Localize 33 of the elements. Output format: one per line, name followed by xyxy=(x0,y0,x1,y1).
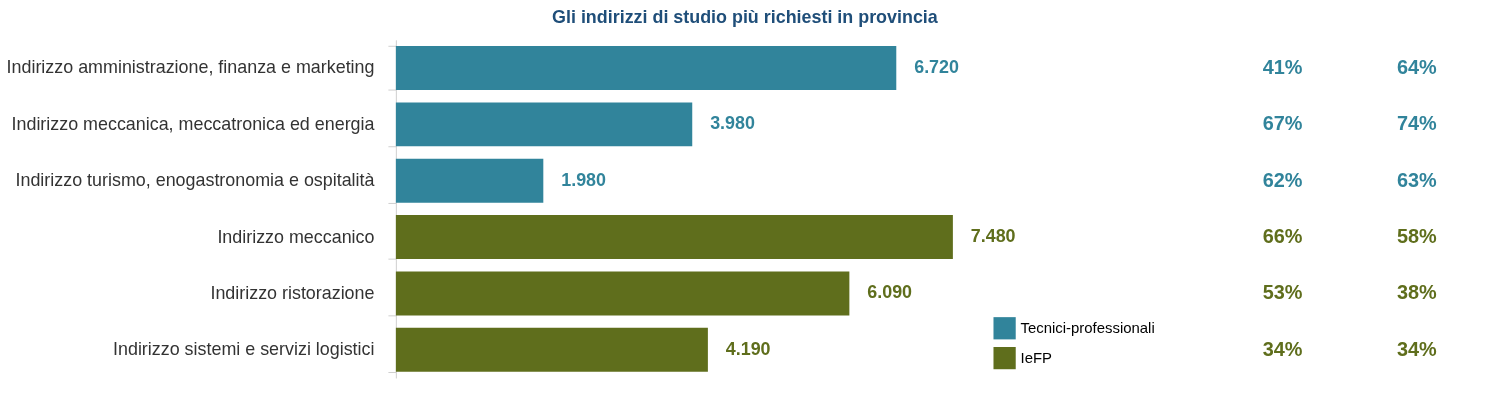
chart-title: Gli indirizzi di studio più richiesti in provincia xyxy=(552,6,939,27)
data-label: 6.090 xyxy=(867,282,913,303)
bar xyxy=(395,271,850,316)
y-tick-label: Indirizzo meccanico xyxy=(217,226,375,247)
bar xyxy=(395,327,708,372)
text: 34% xyxy=(1262,337,1303,360)
data-label: 1.980 xyxy=(561,169,607,190)
y-tick-label: Indirizzo ristorazione xyxy=(210,282,375,303)
data-label: 4.190 xyxy=(725,338,771,359)
legend-label: IeFP xyxy=(1020,350,1053,367)
y-tick-label: Indirizzo turismo, enogastronomia e ospitalità xyxy=(15,170,375,191)
y-tick-label: Indirizzo amministrazione, finanza e marketing xyxy=(6,57,375,78)
text: 53% xyxy=(1262,281,1303,304)
y-tick-label: Indirizzo meccanica, meccatronica ed energia xyxy=(11,113,375,134)
bar xyxy=(395,46,897,90)
data-label: 6.720 xyxy=(914,56,960,77)
bar xyxy=(395,158,544,203)
legend-label: Tecnici-professionali xyxy=(1020,320,1155,337)
text: 64% xyxy=(1397,55,1438,78)
text: 62% xyxy=(1262,168,1303,191)
bar xyxy=(395,102,693,147)
bar xyxy=(395,215,953,260)
text: 58% xyxy=(1397,225,1438,248)
text: 67% xyxy=(1262,112,1303,135)
text: 38% xyxy=(1397,281,1438,304)
text: 41% xyxy=(1262,55,1303,78)
text: 34% xyxy=(1397,337,1438,360)
text: 66% xyxy=(1262,225,1303,248)
data-label: 7.480 xyxy=(970,226,1016,247)
text: 74% xyxy=(1397,112,1438,135)
text: 63% xyxy=(1397,168,1438,191)
y-tick-label: Indirizzo sistemi e servizi logistici xyxy=(113,339,375,360)
data-label: 3.980 xyxy=(710,113,755,134)
